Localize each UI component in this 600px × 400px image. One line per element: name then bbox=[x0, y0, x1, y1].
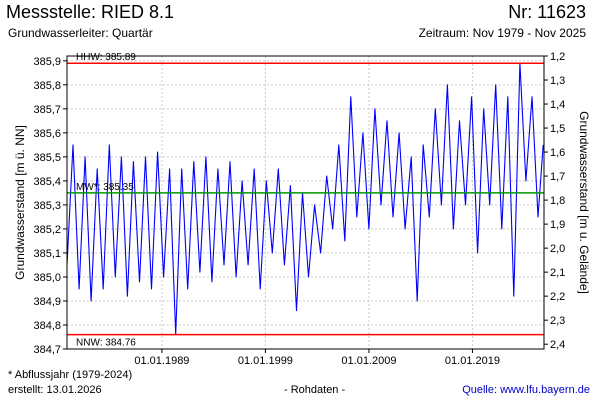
reference-line-label: MW*: 385.35 bbox=[76, 182, 134, 193]
aquifer-label: Grundwasserleiter: Quartär bbox=[8, 26, 153, 40]
y-right-tick-label: 1,5 bbox=[550, 123, 565, 135]
created-date: erstellt: 13.01.2026 bbox=[8, 384, 102, 396]
hydrological-year-note: * Abflussjahr (1979-2024) bbox=[8, 369, 133, 381]
y-right-tick-label: 1,7 bbox=[550, 171, 565, 183]
x-tick-label: 01.01.2019 bbox=[445, 355, 500, 367]
x-tick-label: 01.01.1999 bbox=[238, 355, 293, 367]
plot-area bbox=[67, 56, 544, 349]
y-right-tick-label: 1,9 bbox=[550, 219, 565, 231]
reference-line-label: HHW: 385.89 bbox=[76, 52, 136, 63]
y-right-tick-label: 2,2 bbox=[550, 291, 565, 303]
reference-line-label: NNW: 384.76 bbox=[76, 338, 136, 349]
y-tick-label: 385,1 bbox=[33, 248, 61, 260]
y-right-axis-title: Grundwasserstand [m u. Gelände] bbox=[577, 111, 591, 294]
y-tick-label: 384,9 bbox=[33, 296, 61, 308]
y-tick-label: 385,8 bbox=[33, 80, 61, 92]
plot-frame bbox=[66, 55, 545, 350]
y-tick-label: 385,2 bbox=[33, 224, 61, 236]
source-credit: Quelle: www.lfu.bayern.de bbox=[462, 384, 590, 396]
groundwater-level-line bbox=[66, 62, 544, 336]
y-tick-label: 385,9 bbox=[33, 56, 61, 68]
y-tick-label: 385,0 bbox=[33, 272, 61, 284]
y-tick-label: 385,6 bbox=[33, 128, 61, 140]
source-label: Quelle: bbox=[462, 384, 501, 396]
raw-data-label: - Rohdaten - bbox=[284, 384, 346, 396]
y-right-tick-label: 2,3 bbox=[550, 315, 565, 327]
y-axis-title: Grundwasserstand [m ü. NN] bbox=[13, 125, 27, 280]
y-right-tick-label: 1,6 bbox=[550, 147, 565, 159]
y-right-tick-label: 1,4 bbox=[550, 99, 565, 111]
y-right-tick-label: 1,2 bbox=[550, 51, 565, 63]
y-tick-label: 385,5 bbox=[33, 152, 61, 164]
station-title: Messstelle: RIED 8.1 bbox=[6, 2, 175, 22]
y-right-tick-label: 1,3 bbox=[550, 75, 565, 87]
x-tick-label: 01.01.1989 bbox=[134, 355, 189, 367]
y-right-tick-label: 2,4 bbox=[550, 339, 565, 351]
x-tick-label: 01.01.2009 bbox=[341, 355, 396, 367]
source-link[interactable]: www.lfu.bayern.de bbox=[500, 384, 590, 396]
y-right-tick-label: 1,8 bbox=[550, 195, 565, 207]
period-label: Zeitraum: Nov 1979 - Nov 2025 bbox=[418, 26, 586, 40]
y-tick-label: 385,3 bbox=[33, 200, 61, 212]
y-tick-label: 385,7 bbox=[33, 104, 61, 116]
station-number: Nr: 11623 bbox=[508, 2, 586, 22]
y-tick-label: 384,7 bbox=[33, 344, 61, 356]
y-tick-label: 384,8 bbox=[33, 320, 61, 332]
y-right-tick-label: 2,1 bbox=[550, 267, 565, 279]
y-right-tick-label: 2,0 bbox=[550, 243, 565, 255]
y-tick-label: 385,4 bbox=[33, 176, 61, 188]
